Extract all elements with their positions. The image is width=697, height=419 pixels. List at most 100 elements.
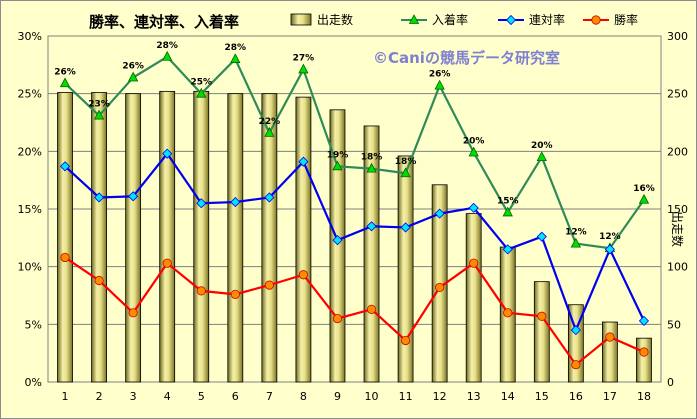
data-label: 18% [395,157,417,167]
y-tick-label-right: 0 [667,376,674,389]
bar [91,92,107,383]
data-label: 26% [429,70,451,80]
x-tick-label: 4 [164,390,171,403]
data-label: 12% [599,232,621,242]
y-tick-label-left: 0% [25,376,42,389]
y-tick-label-right: 200 [667,145,688,158]
y-tick-label-right: 100 [667,261,688,274]
y-tick-label-left: 25% [18,88,42,101]
y-tick-label-right: 50 [667,318,681,331]
data-label: 26% [54,67,76,77]
point [93,109,105,120]
point [332,313,343,324]
point [196,198,207,209]
point [94,192,105,203]
data-label: 15% [497,196,519,206]
bar [193,90,210,383]
point [230,289,240,299]
point [468,146,479,157]
point [469,258,479,268]
x-tick-label: 10 [365,390,379,403]
x-tick-label: 3 [130,390,137,403]
data-label: 23% [88,100,110,110]
y-tick-label-left: 10% [18,261,42,274]
watermark-text: ©Caniの競馬データ研究室 [373,49,560,67]
point [571,360,581,370]
gridlines [48,93,661,325]
legend: 出走数 入着率 連対率 勝率 [290,12,638,27]
bar [465,213,482,383]
point [536,231,547,242]
bar [295,96,312,383]
y-tick-label-left: 20% [18,145,42,158]
series-triangle: 26% 23% 26% 28% 25% 28% 22% 27% 19% 18% 18% 26% 20% 1… [54,41,655,253]
y-tick-label-right: 250 [667,88,688,101]
legend-item: 連対率 [498,12,565,27]
point [537,311,547,321]
point [434,208,445,219]
point [468,202,479,213]
data-label: 28% [225,43,247,53]
bar [261,93,278,383]
legend-item: 出走数 [290,12,353,27]
legend-label: 出走数 [317,12,353,27]
bar [533,281,550,383]
point [332,160,343,171]
bar [125,93,142,383]
x-tick-label: 17 [603,390,617,403]
data-label: 20% [463,136,485,146]
point [408,14,420,24]
legend-label: 入着率 [432,12,468,27]
chart-title: 勝率、連対率、入着率 [89,13,239,31]
data-label: 27% [293,53,315,63]
series-line [64,256,645,367]
series-line [64,151,645,334]
data-label: 16% [633,184,655,194]
x-tick-label: 15 [535,390,549,403]
point [366,162,377,173]
x-tick-label: 13 [467,390,481,403]
x-tick-label: 16 [569,390,583,403]
point [502,206,513,217]
y-tick-label-left: 30% [18,30,42,43]
y-tick-label-right: 300 [667,30,688,43]
bar [397,155,414,383]
data-label: 18% [361,153,383,163]
point [128,308,138,318]
legend-swatch [290,13,312,26]
bar [159,90,176,383]
bar [57,92,73,383]
point [536,151,547,162]
x-tick-label: 2 [96,390,103,403]
point [230,53,241,63]
point [162,50,173,61]
point [591,15,601,25]
point [196,286,206,296]
point [230,197,241,208]
series-line [64,55,645,250]
point [502,244,513,255]
data-label: 28% [156,41,178,51]
point [434,79,445,90]
bar [636,337,652,383]
data-label: 20% [531,141,553,151]
bar-series [57,90,652,383]
point [59,77,71,88]
point [505,14,517,26]
point [639,347,649,357]
x-tick-label: 7 [266,390,273,403]
bar [602,321,618,383]
point [59,161,71,172]
x-tick-label: 12 [433,390,447,403]
legend-item: 勝率 [583,12,638,27]
right-axis-title: 出走数 [670,211,685,247]
point [128,191,139,202]
point [400,335,411,346]
point [604,244,615,255]
point [435,282,445,293]
x-tick-label: 14 [501,390,515,403]
point [94,275,104,286]
y-tick-label-left: 15% [18,203,42,216]
line-series: 26% 23% 26% 28% 25% 28% 22% 27% 19% 18% 18% 26% 20% 1… [54,41,655,370]
